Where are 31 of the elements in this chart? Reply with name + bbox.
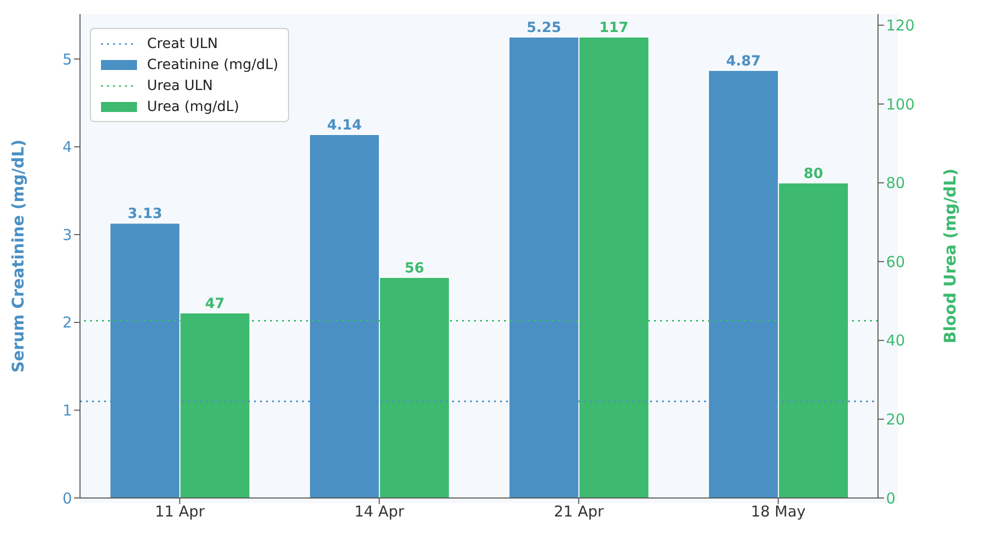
y2-tick-label: 0 [886,489,896,508]
y-tick-label: 4 [62,138,72,156]
legend-label: Urea ULN [147,78,213,94]
y2-tick-label: 100 [886,95,915,114]
data-label: 47 [205,296,225,312]
data-label: 3.13 [128,206,162,222]
y-tick-label: 2 [62,314,72,332]
x-tick-label: 14 Apr [354,502,405,521]
data-label: 4.14 [327,118,362,134]
x-tick-label: 18 May [750,502,806,521]
y-axis-title: Serum Creatinine (mg/dL) [8,139,28,373]
y2-tick-label: 80 [886,174,906,192]
y-tick-label: 0 [62,489,72,508]
legend-label: Creat ULN [147,36,218,52]
data-label: 5.25 [526,20,562,36]
y2-tick-label: 40 [886,332,906,350]
y2-tick-label: 120 [886,16,915,35]
y-tick-label: 5 [62,50,72,68]
data-label: 4.87 [726,53,761,70]
x-tick-label: 21 Apr [554,502,604,521]
y2-axis-title: Blood Urea (mg/dL) [940,168,960,344]
y-tick-label: 3 [62,226,72,244]
data-label: 117 [599,20,629,36]
data-label: 80 [804,166,824,182]
data-label: 56 [404,260,424,276]
y2-tick-label: 60 [886,252,906,271]
y2-tick-label: 20 [886,410,906,429]
x-tick-label: 11 Apr [154,502,206,521]
y-tick-label: 1 [62,402,72,420]
legend-label: Creatinine (mg/dL) [147,56,278,72]
legend-label: Urea (mg/dL) [147,98,240,114]
